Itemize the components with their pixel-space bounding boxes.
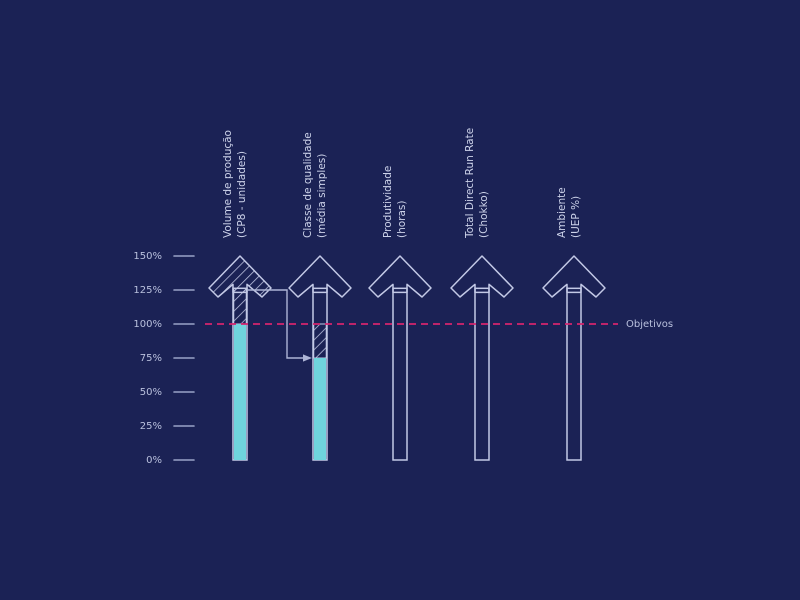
axis-tick-label: 100%: [133, 319, 162, 330]
bar-segment-hatched: [313, 323, 327, 359]
bar-arrow[interactable]: [368, 255, 432, 461]
bar-arrow[interactable]: [450, 255, 514, 461]
category-label: (UEP %): [570, 196, 582, 238]
arrow-head: [450, 255, 514, 298]
category-label: (média simples): [316, 154, 328, 238]
bar-arrow[interactable]: [208, 255, 272, 461]
category-label: Total Direct Run Rate: [464, 128, 476, 239]
connector-line: [247, 289, 304, 359]
arrow-head: [288, 255, 352, 298]
annotations-group: [247, 289, 312, 362]
category-label: Ambiente: [556, 187, 568, 238]
arrow-shaft: [474, 287, 490, 461]
arrow-head: [368, 255, 432, 298]
target-label: Objetivos: [626, 319, 673, 330]
arrow-shaft: [392, 287, 408, 461]
category-label: Classe de qualidade: [302, 132, 314, 238]
category-labels-group: Volume de produção (CP8 - unidades) Classe…: [222, 128, 582, 239]
axis-tick-label: 50%: [140, 387, 162, 398]
bar-segment-hatched: [233, 287, 247, 325]
category-label: (Chokko): [478, 191, 490, 238]
category-label: (horas): [396, 201, 408, 239]
y-axis: 150% 125% 100% 75% 50% 25% 0%: [133, 251, 195, 466]
axis-tick-label: 0%: [146, 455, 162, 466]
bars-group: [208, 255, 606, 461]
target-line-group: Objetivos: [205, 319, 673, 330]
bar-segment-filled: [234, 324, 246, 460]
category-label: Volume de produção: [222, 130, 234, 238]
category-label: Produtividade: [382, 166, 394, 238]
arrow-shaft: [566, 287, 582, 461]
axis-tick-label: 25%: [140, 421, 162, 432]
category-label: (CP8 - unidades): [236, 151, 248, 238]
arrow-head: [542, 255, 606, 298]
axis-tick-label: 75%: [140, 353, 162, 364]
axis-tick-label: 150%: [133, 251, 162, 262]
axis-tick-label: 125%: [133, 285, 162, 296]
bar-arrow[interactable]: [288, 255, 352, 461]
connector-arrowhead: [303, 354, 312, 362]
bar-arrow[interactable]: [542, 255, 606, 461]
bar-segment-filled: [314, 358, 326, 460]
